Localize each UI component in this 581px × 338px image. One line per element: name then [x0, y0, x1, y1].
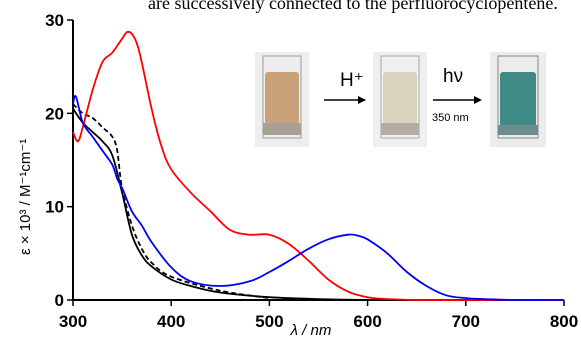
x-tick-label: 800 [550, 312, 578, 331]
header-text: are successively connected to the perflu… [148, 0, 558, 13]
arrow2-sublabel: 350 nm [432, 112, 469, 124]
arrow1-label: H⁺ [340, 70, 364, 91]
y-tick-label: 0 [55, 291, 64, 310]
y-tick-label: 30 [45, 11, 64, 30]
series-line-2 [72, 103, 270, 299]
inset-scheme: H⁺ hν 350 nm [255, 52, 546, 147]
vial-2 [373, 52, 427, 147]
x-ticks: 300 400 500 600 700 800 [59, 300, 578, 331]
x-tick-label: 700 [452, 312, 480, 331]
vial-3 [490, 52, 546, 147]
arrow2-head [474, 96, 482, 104]
y-tick-label: 20 [45, 104, 64, 123]
y-ticks: 0 10 20 30 [45, 11, 73, 310]
vial-1 [255, 52, 309, 147]
y-tick-label: 10 [45, 198, 64, 217]
arrow2-label: hν [443, 66, 463, 87]
x-tick-label: 500 [255, 312, 283, 331]
x-tick-label: 600 [353, 312, 381, 331]
series-line-4 [72, 94, 565, 301]
x-axis-label: λ / nm [290, 322, 332, 338]
arrow1-head [358, 96, 366, 104]
y-axis-label: ε × 10³ / M⁻¹cm⁻¹ [17, 139, 34, 255]
series-line-3 [72, 30, 564, 301]
vial-3-liquid [500, 72, 536, 134]
vial-1-liquid [265, 72, 299, 134]
x-tick-label: 400 [157, 312, 185, 331]
series-layer [72, 30, 565, 301]
series-line-1 [72, 108, 368, 301]
x-tick-label: 300 [59, 312, 87, 331]
vial-2-liquid [383, 72, 417, 134]
